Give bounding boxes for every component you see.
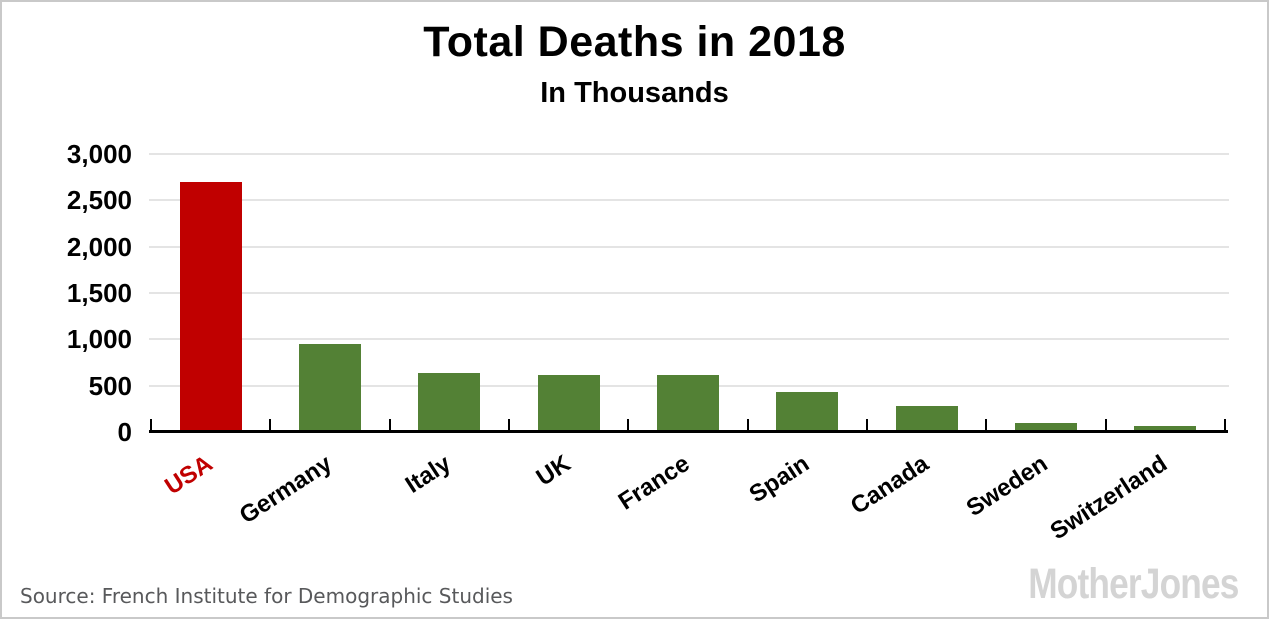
x-axis-tick	[269, 419, 272, 431]
x-label-germany: Germany	[234, 450, 337, 530]
bar-canada	[895, 405, 958, 432]
x-label-canada: Canada	[845, 450, 934, 520]
x-label-usa: USA	[160, 450, 218, 501]
x-axis-tick	[627, 419, 630, 431]
x-label-spain: Spain	[744, 450, 815, 509]
chart-subtitle: In Thousands	[540, 77, 729, 109]
source-note: Source: French Institute for Demographic…	[20, 584, 513, 608]
y-tick-label-500: 500	[88, 370, 132, 401]
x-axis-tick	[388, 419, 391, 431]
bar-switzerland	[1134, 425, 1197, 432]
bar-france	[657, 375, 719, 432]
y-tick-label-2000: 2,000	[66, 231, 132, 262]
y-tick-label-1000: 1,000	[66, 324, 132, 355]
x-axis-tick	[1104, 419, 1107, 431]
bar-germany	[299, 343, 361, 432]
x-axis-tick	[746, 419, 749, 431]
x-label-switzerland: Switzerland	[1045, 450, 1173, 546]
bar-uk	[537, 374, 600, 432]
bar-sweden	[1015, 423, 1077, 432]
y-tick-label-1500: 1,500	[66, 278, 132, 308]
gridline-3000	[149, 153, 1229, 155]
motherjones-logo: MotherJones	[1028, 560, 1240, 608]
bar-italy	[418, 373, 481, 432]
x-axis-tick	[866, 419, 868, 431]
gridline-2000	[149, 245, 1229, 248]
x-label-uk: UK	[531, 450, 576, 492]
gridline-2500	[149, 199, 1229, 202]
plot-area	[149, 153, 1229, 432]
x-label-france: France	[613, 450, 695, 516]
x-axis-tick	[1224, 419, 1226, 431]
x-axis-tick	[508, 419, 510, 431]
y-tick-label-0: 0	[117, 417, 132, 447]
gridline-1500	[149, 292, 1229, 294]
gridline-1000	[149, 338, 1229, 341]
y-tick-label-3000: 3,000	[66, 139, 132, 169]
x-axis-line	[149, 430, 1228, 433]
x-label-italy: Italy	[401, 450, 457, 499]
x-axis-tick	[150, 419, 152, 431]
x-label-sweden: Sweden	[961, 450, 1053, 523]
x-axis-tick	[985, 419, 988, 431]
chart-title: Total Deaths in 2018	[423, 18, 846, 66]
y-tick-label-2500: 2,500	[66, 185, 132, 216]
bar-usa	[179, 181, 242, 432]
bar-spain	[776, 392, 839, 432]
